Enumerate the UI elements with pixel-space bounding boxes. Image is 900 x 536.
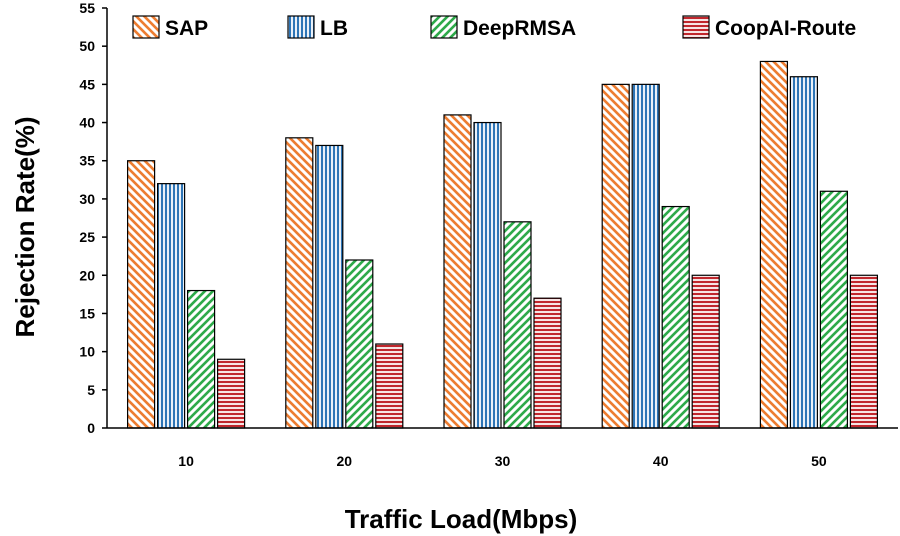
legend-label: SAP (165, 17, 208, 40)
bars (126, 60, 879, 429)
x-tick-label: 10 (178, 453, 194, 469)
bar-coopai-route-30 (533, 297, 562, 429)
bar-deeprmsa-50 (819, 190, 849, 429)
bar-sap-10 (126, 160, 156, 429)
bar-sap-30 (443, 114, 472, 429)
bar-coopai-route-40 (691, 274, 720, 429)
bar-deeprmsa-20 (345, 259, 374, 429)
y-tick-label: 25 (79, 229, 95, 245)
y-tick-label: 50 (79, 38, 95, 54)
legend-swatch (132, 15, 160, 39)
plot-area: 0 5 10 15 20 25 30 35 40 45 50 55 10 20 30 40 50 (79, 0, 898, 469)
legend-item-coopai-route: CoopAI-Route (682, 15, 856, 40)
bar-sap-50 (759, 60, 789, 429)
y-tick-label: 30 (79, 191, 95, 207)
bar-lb-30 (473, 121, 502, 429)
legend-swatch (287, 15, 315, 39)
legend-swatch (430, 15, 458, 39)
bar-coopai-route-20 (375, 343, 404, 429)
bar-lb-40 (631, 83, 660, 429)
bar-lb-10 (157, 183, 186, 429)
x-tick-label: 20 (337, 453, 353, 469)
legend: SAP LB DeepRMSA CoopAI-Route (132, 15, 856, 40)
y-tick-label: 5 (87, 382, 95, 398)
legend-item-lb: LB (287, 15, 348, 40)
y-axis-title: Rejection Rate(%) (10, 116, 40, 337)
y-tick-label: 0 (87, 420, 95, 436)
legend-label: DeepRMSA (463, 17, 576, 40)
legend-item-sap: SAP (132, 15, 208, 40)
y-tick-label: 10 (79, 344, 95, 360)
y-tick-label: 45 (79, 76, 95, 92)
legend-label: LB (320, 17, 348, 40)
bar-lb-50 (789, 76, 819, 429)
bar-sap-20 (285, 137, 314, 429)
y-tick-label: 55 (79, 0, 95, 16)
bar-sap-40 (601, 83, 630, 429)
bar-deeprmsa-10 (187, 289, 216, 429)
y-tick-label: 40 (79, 115, 95, 131)
x-tick-label: 40 (653, 453, 669, 469)
x-axis-ticks: 10 20 30 40 50 (178, 453, 827, 469)
bar-lb-20 (315, 144, 344, 429)
x-axis-title: Traffic Load(Mbps) (345, 504, 578, 534)
bar-deeprmsa-30 (503, 221, 532, 429)
bar-deeprmsa-40 (661, 205, 690, 429)
legend-swatch (682, 15, 710, 39)
y-tick-label: 15 (79, 305, 95, 321)
bar-coopai-route-50 (849, 274, 879, 429)
legend-label: CoopAI-Route (715, 17, 856, 40)
y-tick-label: 35 (79, 153, 95, 169)
y-tick-label: 20 (79, 267, 95, 283)
legend-item-deeprmsa: DeepRMSA (430, 15, 576, 40)
x-tick-label: 30 (495, 453, 511, 469)
x-tick-label: 50 (811, 453, 827, 469)
y-axis-ticks: 0 5 10 15 20 25 30 35 40 45 50 55 (79, 0, 107, 436)
bar-coopai-route-10 (217, 358, 246, 429)
